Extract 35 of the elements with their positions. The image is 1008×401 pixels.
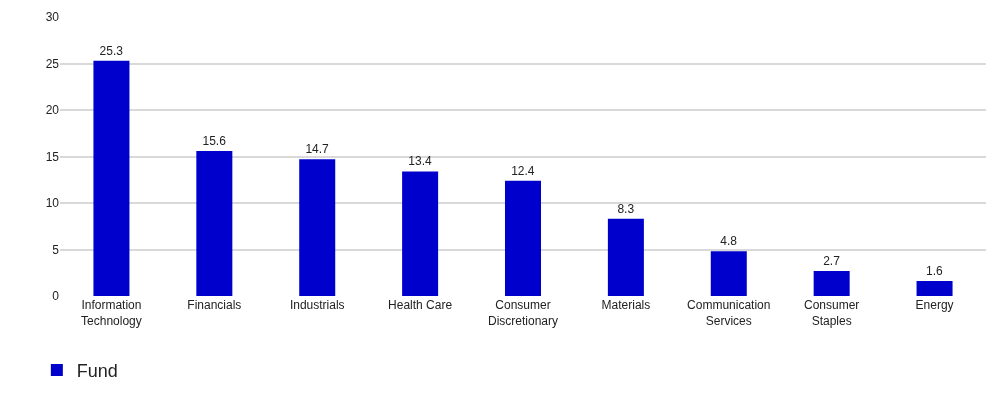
x-tick-label: Financials <box>187 298 242 312</box>
y-tick-label: 25 <box>45 56 60 71</box>
data-label: 14.7 <box>305 142 330 157</box>
data-label: 2.7 <box>823 253 841 268</box>
x-tick-label: Materials <box>601 298 651 312</box>
bar <box>916 281 953 296</box>
data-label: 13.4 <box>408 154 432 169</box>
x-tick-label: Communication Services <box>687 298 771 328</box>
data-label: 1.6 <box>926 264 944 279</box>
x-tick-label: Consumer Discretionary <box>487 298 559 328</box>
bar <box>607 218 644 296</box>
x-tick-label: Energy <box>915 298 954 312</box>
data-label: 15.6 <box>202 133 227 148</box>
y-tick-label: 10 <box>45 196 60 211</box>
bar <box>710 251 747 296</box>
bar <box>299 159 336 296</box>
x-tick-label: Consumer Staples <box>803 298 860 328</box>
data-label: 12.4 <box>511 163 535 178</box>
x-tick-label: Industrials <box>289 298 345 312</box>
data-label: 8.3 <box>617 201 635 216</box>
bar <box>402 171 439 296</box>
y-tick-label: 5 <box>52 242 60 257</box>
bar <box>813 270 850 296</box>
x-tick-label: Health Care <box>388 298 453 312</box>
bar <box>504 180 542 296</box>
legend-label: Fund <box>76 361 118 382</box>
y-tick-label: 20 <box>45 103 60 118</box>
x-tick-label: Information Technology <box>81 298 142 328</box>
bar <box>196 150 233 296</box>
data-label: 25.3 <box>99 43 124 58</box>
data-label: 4.8 <box>720 234 738 249</box>
y-tick-label: 15 <box>45 149 60 164</box>
bar <box>93 60 130 296</box>
y-tick-label: 0 <box>52 289 60 304</box>
y-tick-label: 30 <box>45 10 60 25</box>
